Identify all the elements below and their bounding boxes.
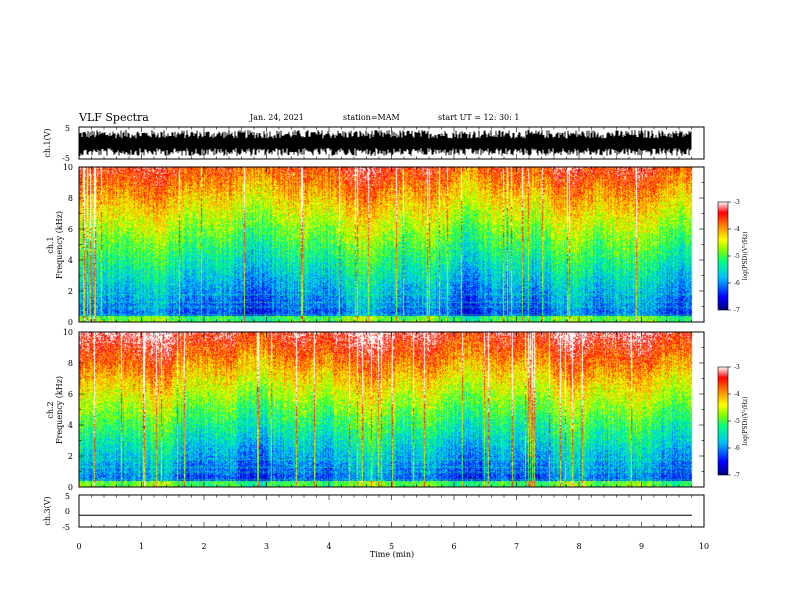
freq-tick-label: 2 <box>68 452 73 461</box>
x-tick-label: 3 <box>264 542 269 551</box>
ch2-spectrogram-image <box>79 332 704 487</box>
ch2-ylabel-channel: ch.2 <box>46 401 55 418</box>
x-tick-label: 2 <box>201 542 206 551</box>
ch3-ytick-mid: 0 <box>65 507 70 516</box>
colorbar-tick-label: -4 <box>734 226 740 233</box>
colorbar-tick-label: -5 <box>734 253 740 260</box>
freq-tick-label: 2 <box>68 287 73 296</box>
time-axis-labels: 0 1 2 3 4 5 6 7 8 9 10 <box>76 542 709 551</box>
ch1-waveform-panel: 5 -5 ch.1(V) <box>43 124 705 163</box>
colorbar-tick-label: -7 <box>734 472 740 479</box>
colorbar-tick-label: -7 <box>734 307 740 314</box>
x-tick-label: 1 <box>139 542 144 551</box>
colorbar-tick-label: -3 <box>734 364 740 371</box>
ch1-ylabel: ch.1(V) <box>43 128 52 157</box>
freq-tick-label: 0 <box>68 483 73 492</box>
x-tick-label: 8 <box>576 542 581 551</box>
freq-tick-label: 4 <box>68 256 73 265</box>
start-ut-label: start UT = 12: 30: 1 <box>438 113 520 122</box>
ch1-ytick-bottom: -5 <box>62 154 70 163</box>
ch1-spectrogram-image <box>79 167 704 322</box>
ch1-ytick-top: 5 <box>65 124 70 133</box>
freq-tick-label: 8 <box>68 194 73 203</box>
colorbar-tick-label: -6 <box>734 280 740 287</box>
ch3-waveform-panel: 5 0 -5 ch.3(V) <box>43 492 705 532</box>
freq-tick-label: 6 <box>68 225 73 234</box>
freq-tick-label: 0 <box>68 318 73 327</box>
ch3-ytick-bottom: -5 <box>62 523 70 532</box>
station-label: station=MAM <box>343 113 400 122</box>
ch2-colorbar <box>717 366 729 476</box>
colorbar-tick-label: -6 <box>734 445 740 452</box>
x-tick-label: 6 <box>451 542 456 551</box>
ch1-waveform-path <box>78 130 692 156</box>
ch1-ylabel-frequency: Frequency (kHz) <box>55 211 64 279</box>
freq-tick-label: 8 <box>68 359 73 368</box>
x-tick-label: 10 <box>699 542 709 551</box>
freq-tick-label: 6 <box>68 390 73 399</box>
ch2-colorbar-ticks: -3 -4 -5 -6 -7 <box>728 364 740 479</box>
ch1-colorbar-label: log(PSD)(V²/Hz) <box>742 232 749 281</box>
time-axis-label: Time (min) <box>370 550 414 559</box>
time-axis-ticks <box>78 127 705 527</box>
x-tick-label: 0 <box>76 542 81 551</box>
date-label: Jan. 24, 2021 <box>250 113 304 122</box>
freq-tick-label: 10 <box>63 163 73 172</box>
colorbar-tick-label: -3 <box>734 199 740 206</box>
ch3-ytick-top: 5 <box>65 492 70 501</box>
ch2-colorbar-label: log(PSD)(V²/Hz) <box>742 397 749 446</box>
ch1-colorbar <box>717 201 729 311</box>
freq-tick-label: 10 <box>63 328 73 337</box>
ch2-ylabel-frequency: Frequency (kHz) <box>55 376 64 444</box>
ch1-ylabel-channel: ch.1 <box>46 236 55 253</box>
x-tick-label: 5 <box>389 542 394 551</box>
ch2-freq-ticks: 0 2 4 6 8 10 <box>63 328 704 492</box>
x-tick-label: 4 <box>326 542 331 551</box>
x-tick-label: 7 <box>514 542 519 551</box>
figure-title: VLF Spectra <box>79 111 149 124</box>
freq-tick-label: 4 <box>68 421 73 430</box>
x-tick-label: 9 <box>639 542 644 551</box>
colorbar-tick-label: -4 <box>734 391 740 398</box>
ch1-waveform-trace <box>78 130 692 156</box>
colorbar-tick-label: -5 <box>734 418 740 425</box>
ch1-freq-ticks: 0 2 4 6 8 10 <box>63 163 704 327</box>
ch3-ylabel: ch.3(V) <box>43 496 52 525</box>
ch1-colorbar-ticks: -3 -4 -5 -6 -7 <box>728 199 740 314</box>
